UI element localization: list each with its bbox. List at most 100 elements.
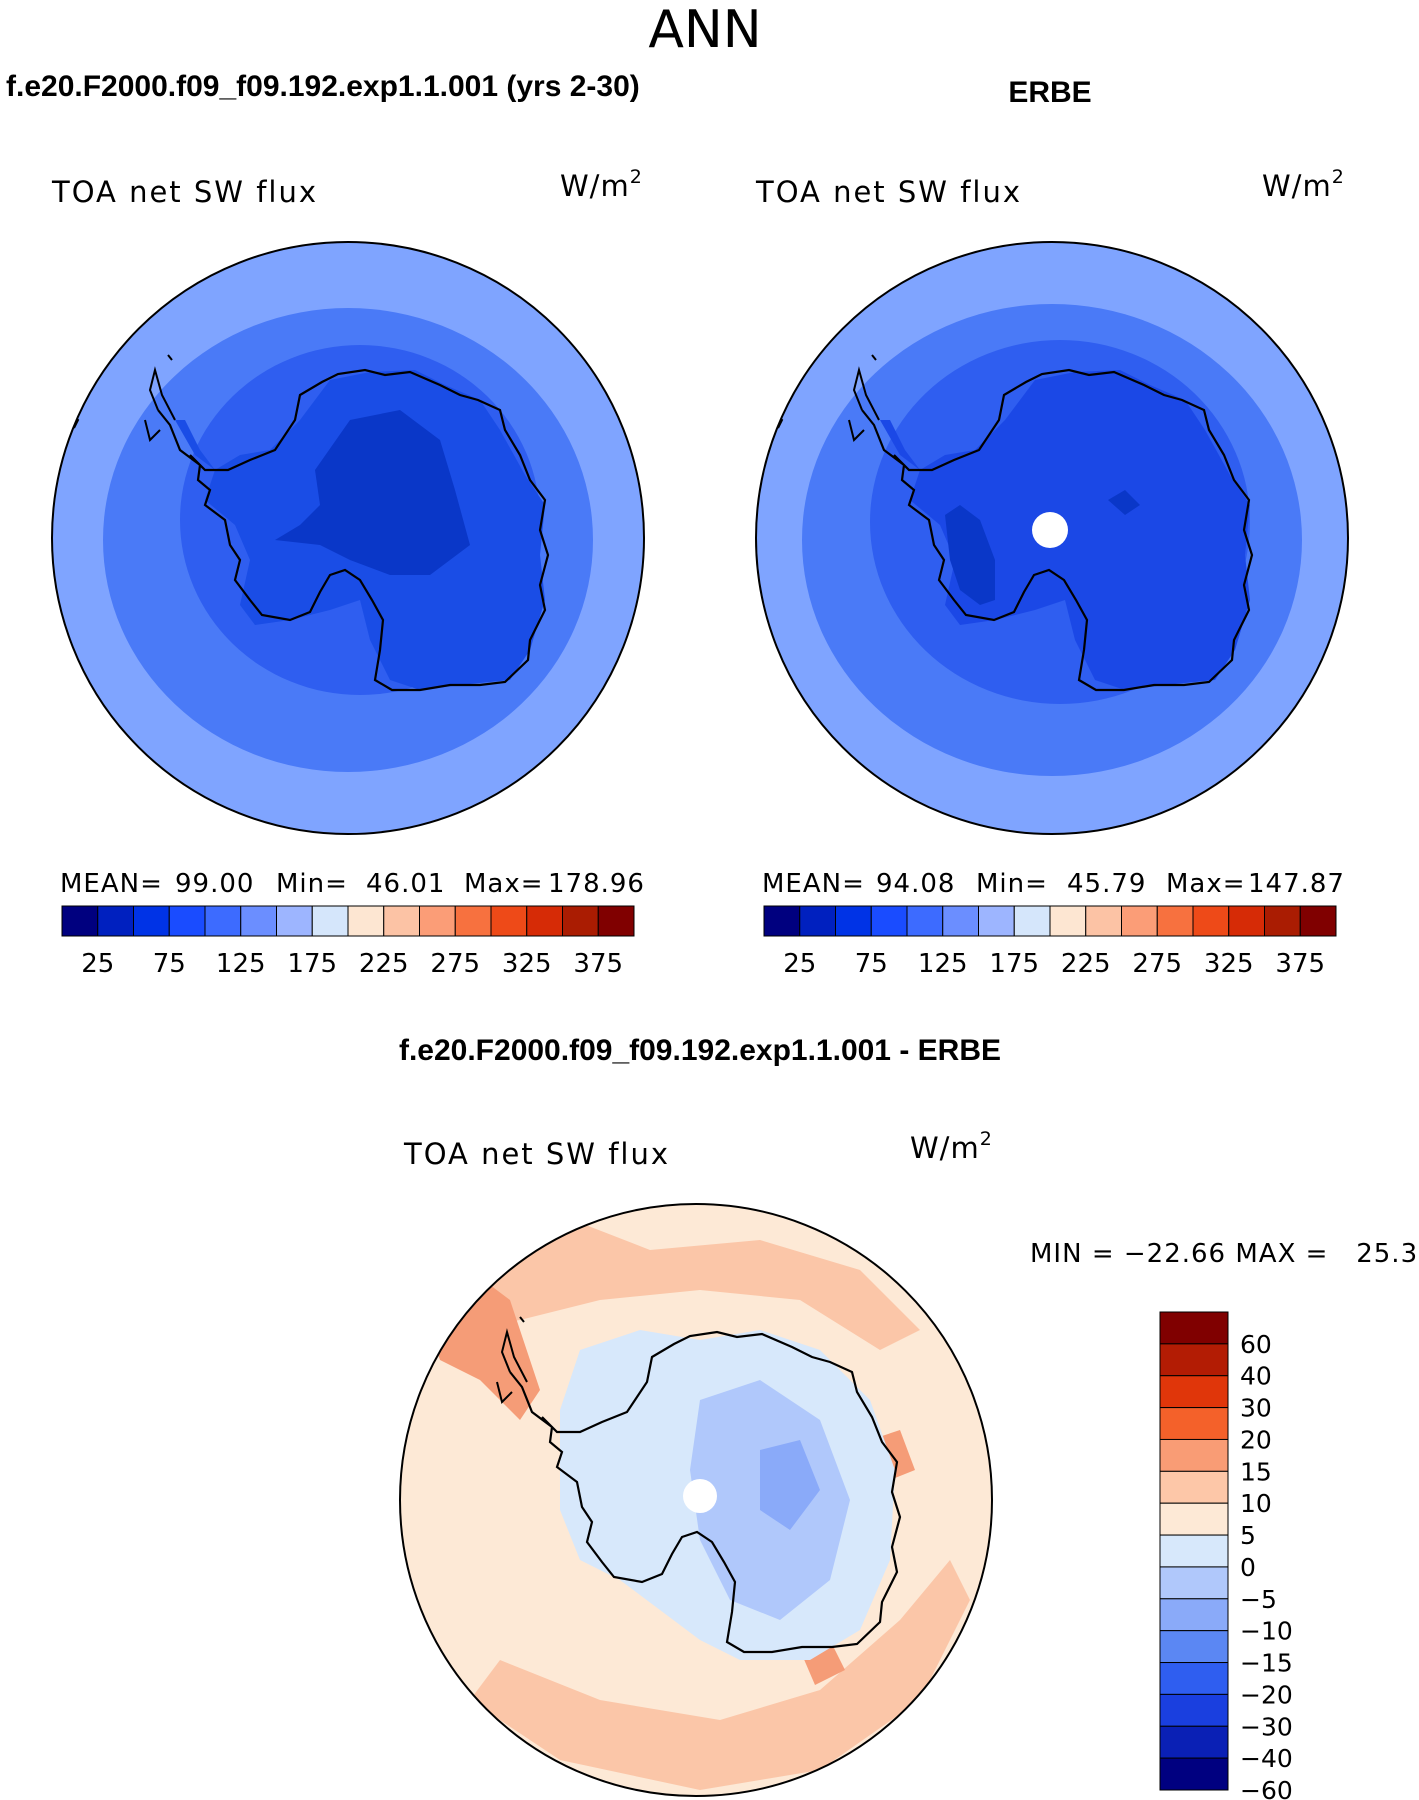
diff-colorbar-swatch <box>1159 1662 1229 1695</box>
model-peninsula <box>144 366 176 442</box>
model-polar-map <box>52 242 644 834</box>
obs-coastline <box>861 368 1254 692</box>
obs-polar-map <box>756 242 1348 834</box>
model-case-title: f.e20.F2000.f09_f09.192.exp1.1.001 (yrs … <box>6 70 640 103</box>
obs-colorbar-swatch <box>1228 905 1265 937</box>
model-colorbar-swatch <box>562 905 599 937</box>
model-colorbar-swatch <box>383 905 420 937</box>
model-units: W/m <box>560 169 630 203</box>
diff-colorbar-swatch <box>1159 1343 1229 1377</box>
obs-colorbar-swatch <box>942 905 979 937</box>
obs-colorbar-swatch <box>1299 905 1337 937</box>
diff-colorbar-swatch <box>1159 1566 1229 1600</box>
model-colorbar-swatch <box>276 905 313 937</box>
obs-min-value: 45.79 <box>1067 869 1146 899</box>
diff-colorbar-swatch <box>1159 1438 1229 1472</box>
diff-colorbar-swatch <box>1159 1502 1229 1536</box>
model-colorbar-tick-label: 75 <box>153 949 186 979</box>
obs-colorbar-swatch <box>1121 905 1158 937</box>
model-units-label: W/m2 <box>560 166 643 203</box>
diff-coastline <box>509 1330 902 1654</box>
obs-colorbar-tick-label: 175 <box>989 949 1039 979</box>
diff-map-border <box>399 1203 993 1797</box>
model-colorbar-swatch <box>97 905 134 937</box>
diff-colorbar-tick-label: 0 <box>1240 1553 1256 1582</box>
obs-colorbar-swatch <box>835 905 872 937</box>
diff-units: W/m <box>910 1131 980 1165</box>
diff-warm-belt-south <box>470 1560 970 1790</box>
obs-max-label: Max= <box>1166 869 1246 899</box>
obs-colorbar-swatch <box>906 905 944 937</box>
obs-variable-label: TOA net SW flux <box>755 175 1022 209</box>
diff-colorbar-tick-label: 10 <box>1240 1489 1272 1518</box>
diff-variable-label: TOA net SW flux <box>403 1137 670 1171</box>
diff-colorbar-swatch <box>1159 1375 1229 1409</box>
diff-colorbar-swatch <box>1159 1311 1229 1345</box>
obs-colorbar-tick-label: 375 <box>1275 949 1325 979</box>
obs-colorbar: 25 75 125 175 225 275 325 375 <box>763 905 1337 979</box>
model-stats: MEAN= 99.00 Min= 46.01 Max= 178.96 <box>60 869 645 899</box>
model-variable-label: TOA net SW flux <box>51 175 318 209</box>
model-colorbar-swatch <box>311 905 349 937</box>
obs-map-border <box>755 241 1349 835</box>
obs-stats: MEAN= 94.08 Min= 45.79 Max= 147.87 <box>762 869 1345 899</box>
diff-colorbar-tick-label: −10 <box>1240 1617 1293 1646</box>
diff-colorbar-swatch <box>1159 1693 1229 1727</box>
obs-dark-patch-2 <box>1108 490 1140 515</box>
diff-colorbar-swatch <box>1159 1470 1229 1504</box>
model-colorbar: 25 75 125 175 225 275 325 375 <box>61 905 635 979</box>
obs-colorbar-tick-label: 225 <box>1061 949 1111 979</box>
model-colorbar-tick-label: 275 <box>430 949 480 979</box>
model-mean-label: MEAN= <box>60 869 163 899</box>
obs-colorbar-swatch <box>870 905 908 937</box>
diff-colorbar-swatch <box>1159 1407 1229 1440</box>
model-min-value: 46.01 <box>366 869 445 899</box>
model-colorbar-swatch <box>490 905 528 937</box>
diff-colorbar-tick-label: 60 <box>1240 1330 1272 1359</box>
obs-colorbar-tick-label: 75 <box>855 949 888 979</box>
diff-colorbar-tick-label: 40 <box>1240 1362 1272 1391</box>
diff-colorbar-tick-label: −20 <box>1240 1680 1293 1709</box>
obs-colorbar-tick-label: 25 <box>783 949 816 979</box>
diff-colorbar-tick-label: 15 <box>1240 1457 1272 1486</box>
diff-colorbar-tick-label: −5 <box>1240 1585 1277 1614</box>
model-colorbar-swatch <box>419 905 456 937</box>
obs-missing-pole <box>1032 512 1068 548</box>
obs-units-exponent: 2 <box>1332 166 1345 188</box>
model-min-label: Min= <box>276 869 348 899</box>
obs-panel: ERBE TOA net SW flux W/m2 MEAN= 94.08 Mi… <box>755 76 1349 979</box>
model-colorbar-swatch <box>454 905 492 937</box>
diff-polar-map <box>400 1204 992 1796</box>
model-colorbar-swatch <box>240 905 277 937</box>
obs-peninsula <box>848 366 880 442</box>
diff-warm-belt-north <box>460 1215 920 1350</box>
diff-colder-patch <box>760 1440 820 1530</box>
model-colorbar-swatch <box>526 905 563 937</box>
model-max-value: 178.96 <box>548 869 645 899</box>
diff-colorbar-swatch <box>1159 1757 1229 1791</box>
diff-title: f.e20.F2000.f09_f09.192.exp1.1.001 - ERB… <box>399 1034 1001 1067</box>
model-colorbar-swatch <box>347 905 385 937</box>
model-colorbar-swatch <box>168 905 206 937</box>
obs-colorbar-swatch <box>1192 905 1230 937</box>
obs-min-label: Min= <box>976 869 1048 899</box>
obs-colorbar-tick-label: 325 <box>1204 949 1254 979</box>
obs-colorbar-swatch <box>978 905 1015 937</box>
season-title: ANN <box>648 0 761 60</box>
diff-colorbar-swatch <box>1159 1725 1229 1759</box>
diff-colorbar-tick-label: −30 <box>1240 1712 1293 1741</box>
model-colorbar-tick-label: 175 <box>287 949 337 979</box>
model-colorbar-swatch <box>133 905 170 937</box>
model-colorbar-swatch <box>597 905 635 937</box>
obs-colorbar-swatch <box>799 905 836 937</box>
obs-max-value: 147.87 <box>1248 869 1345 899</box>
diff-colorbar-swatch <box>1159 1534 1229 1568</box>
obs-colorbar-swatch <box>1049 905 1087 937</box>
diff-minmax: MIN = −22.66 MAX = 25.34 <box>1030 1239 1419 1269</box>
obs-mean-value: 94.08 <box>876 869 955 899</box>
obs-units: W/m <box>1262 169 1332 203</box>
obs-colorbar-swatch <box>1085 905 1122 937</box>
model-colorbar-tick-label: 25 <box>81 949 114 979</box>
model-panel: f.e20.F2000.f09_f09.192.exp1.1.001 (yrs … <box>6 70 645 979</box>
